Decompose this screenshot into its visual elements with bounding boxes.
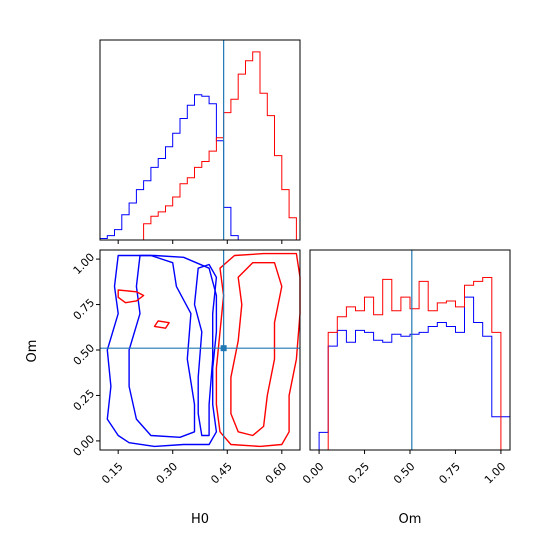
h0-marginal-histogram [99,39,301,244]
x-axis-label-om: Om [399,512,422,527]
om-histogram-series [310,277,511,451]
om-histogram-step-1 [310,277,510,451]
contour-0-2 [193,263,218,437]
om-histogram-step-0 [310,296,511,451]
contour-series [106,252,301,448]
x-axis-label-h0: H0 [191,512,209,527]
contour-1-2 [117,289,145,304]
contour-1-0 [215,252,301,448]
contour-0-1 [128,254,196,438]
y-axis-label-om: Om [25,340,40,363]
contour-1-3 [153,320,170,329]
h0-histogram-frame [99,39,301,241]
h0-histogram-x-ticks [117,240,283,244]
contour-1-1 [230,262,283,437]
joint-truth-point [220,345,227,352]
h0-histogram-step-1 [100,51,297,241]
contour-0-0 [106,254,218,448]
joint-truth-lines [100,250,300,450]
